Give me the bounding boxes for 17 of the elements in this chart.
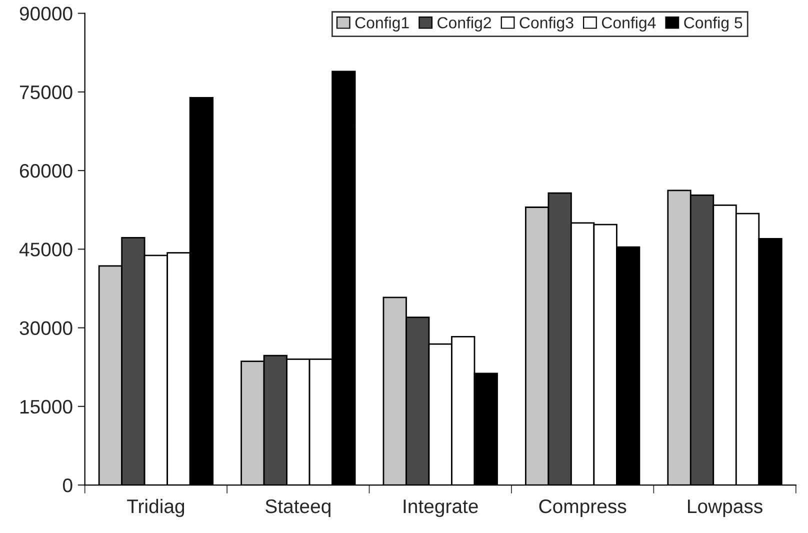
y-tick-label: 45000 bbox=[19, 242, 72, 256]
x-tick-label: Compress bbox=[539, 499, 626, 518]
y-tick-label: 90000 bbox=[20, 6, 72, 21]
legend-label: Config3 bbox=[520, 16, 574, 32]
x-tick-label: Lowpass bbox=[688, 500, 762, 518]
legend-label: Config2 bbox=[438, 16, 491, 32]
x-tick-label: Tridiag bbox=[127, 498, 184, 518]
legend-label: Config 5 bbox=[684, 16, 742, 32]
legend-label: Config4 bbox=[602, 16, 656, 32]
legend-label: Config1 bbox=[355, 16, 409, 32]
x-tick-label: Integrate bbox=[404, 500, 478, 518]
y-tick-label: 0 bbox=[62, 478, 72, 492]
x-tick-label: Stateeq bbox=[266, 499, 330, 518]
y-tick-label: 15000 bbox=[20, 400, 72, 414]
y-tick-label: 75000 bbox=[20, 85, 72, 100]
y-tick-label: 30000 bbox=[20, 321, 72, 336]
y-tick-label: 60000 bbox=[20, 164, 72, 178]
